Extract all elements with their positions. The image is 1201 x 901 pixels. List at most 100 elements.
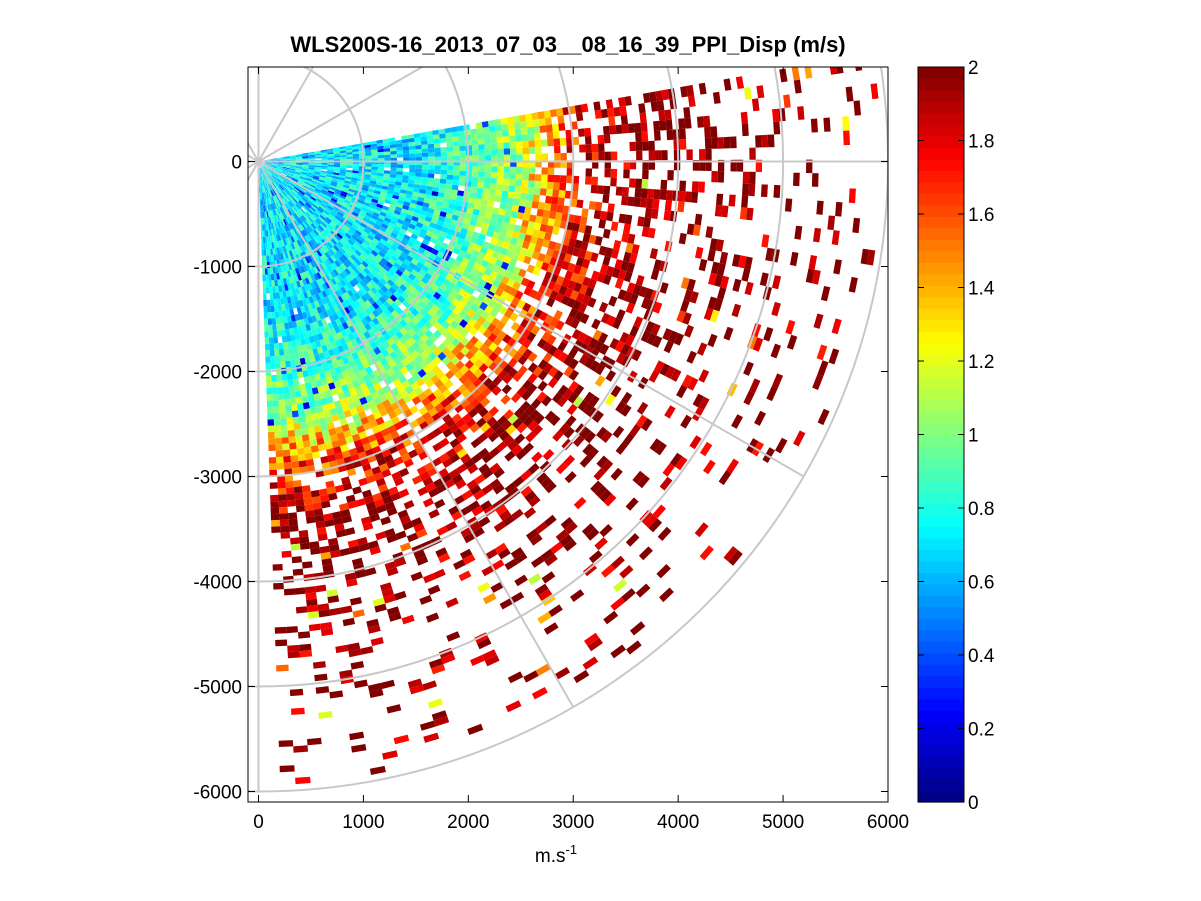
heatmap-cell xyxy=(536,237,544,247)
heatmap-cell xyxy=(284,178,291,183)
heatmap-cell xyxy=(413,363,423,373)
heatmap-cell xyxy=(330,255,337,263)
heatmap-cell xyxy=(279,192,285,198)
heatmap-cell xyxy=(297,326,303,334)
heatmap-cell xyxy=(430,664,446,675)
heatmap-cell xyxy=(517,232,526,241)
heatmap-cell xyxy=(280,265,285,273)
heatmap-cell xyxy=(559,137,567,146)
heatmap-cell xyxy=(268,324,273,332)
heatmap-cell xyxy=(284,218,289,225)
heatmap-cell xyxy=(260,167,263,174)
heatmap-cell xyxy=(379,303,387,312)
heatmap-cell xyxy=(285,328,291,336)
heatmap-cell xyxy=(654,441,667,456)
heatmap-cell xyxy=(280,191,285,198)
heatmap-cell xyxy=(476,637,492,650)
heatmap-cell xyxy=(446,324,455,334)
heatmap-cell xyxy=(268,337,274,344)
heatmap-cell xyxy=(446,448,457,459)
heatmap-cell xyxy=(612,317,622,330)
heatmap-cell xyxy=(297,201,304,207)
heatmap-cell xyxy=(370,228,378,235)
heatmap-cell xyxy=(475,192,483,200)
heatmap-cell xyxy=(607,107,615,118)
heatmap-cell xyxy=(451,389,462,399)
heatmap-cell xyxy=(541,395,552,407)
heatmap-cell xyxy=(314,373,321,381)
heatmap-cell xyxy=(435,239,444,247)
heatmap-cell xyxy=(408,145,416,150)
heatmap-cell xyxy=(413,254,421,262)
heatmap-cell xyxy=(305,263,311,271)
heatmap-cell xyxy=(267,217,270,224)
heatmap-cell xyxy=(279,513,289,520)
heatmap-cell xyxy=(482,468,494,480)
heatmap-cell xyxy=(364,171,372,175)
heatmap-cell xyxy=(298,351,305,359)
heatmap-cell xyxy=(283,166,290,169)
heatmap-cell xyxy=(618,213,627,224)
heatmap-cell xyxy=(541,174,548,182)
heatmap-cell xyxy=(488,342,498,352)
heatmap-cell xyxy=(407,183,415,188)
heatmap-cell xyxy=(474,474,486,485)
heatmap-cell xyxy=(581,258,591,269)
heatmap-cell xyxy=(259,167,262,174)
heatmap-cell xyxy=(370,286,378,295)
heatmap-cell xyxy=(270,501,279,508)
heatmap-cell xyxy=(282,380,289,387)
heatmap-cell xyxy=(472,155,479,161)
heatmap-cell xyxy=(261,205,263,212)
heatmap-cell xyxy=(327,362,335,371)
heatmap-cell xyxy=(348,272,356,280)
colorbar-strip xyxy=(918,101,964,114)
heatmap-cell xyxy=(282,252,287,259)
heatmap-cell xyxy=(334,339,342,348)
heatmap-cell xyxy=(419,595,433,605)
heatmap-cell xyxy=(438,215,446,222)
heatmap-cell xyxy=(358,410,367,420)
heatmap-cell xyxy=(728,550,743,566)
heatmap-cell xyxy=(313,393,321,401)
heatmap-cell xyxy=(307,225,314,232)
heatmap-cell xyxy=(271,159,278,161)
heatmap-cell xyxy=(318,179,325,183)
heatmap-cell xyxy=(410,258,419,266)
heatmap-cell xyxy=(323,513,334,521)
heatmap-cell xyxy=(339,247,346,255)
heatmap-cell xyxy=(261,199,264,206)
heatmap-cell xyxy=(446,360,456,371)
heatmap-cell xyxy=(268,184,273,191)
heatmap-cell xyxy=(287,184,294,190)
heatmap-cell xyxy=(602,194,610,204)
heatmap-cell xyxy=(324,281,331,289)
heatmap-cell xyxy=(416,292,425,301)
heatmap-cell xyxy=(419,288,429,297)
heatmap-cell xyxy=(321,189,328,194)
heatmap-cell xyxy=(610,467,623,481)
heatmap-cell xyxy=(489,270,499,280)
heatmap-cell xyxy=(282,310,287,318)
heatmap-cell xyxy=(306,465,316,473)
heatmap-cell xyxy=(355,204,363,210)
colorbar-strip xyxy=(918,537,964,550)
heatmap-cell xyxy=(356,238,364,245)
heatmap-cell xyxy=(378,164,385,168)
heatmap-cell xyxy=(484,143,492,150)
heatmap-cell xyxy=(359,222,367,229)
heatmap-cell xyxy=(424,329,434,339)
heatmap-cell xyxy=(346,165,353,169)
heatmap-cell xyxy=(610,644,626,659)
heatmap-cell xyxy=(301,169,308,173)
heatmap-cell xyxy=(289,155,296,158)
heatmap-cell xyxy=(382,179,390,184)
heatmap-cell xyxy=(360,516,372,525)
heatmap-cell xyxy=(263,172,267,179)
heatmap-cell xyxy=(434,165,441,170)
heatmap-cell xyxy=(314,153,322,156)
heatmap-cell xyxy=(492,207,500,215)
heatmap-cell xyxy=(264,163,271,166)
heatmap-cell xyxy=(369,546,381,556)
heatmap-cell xyxy=(380,679,395,689)
